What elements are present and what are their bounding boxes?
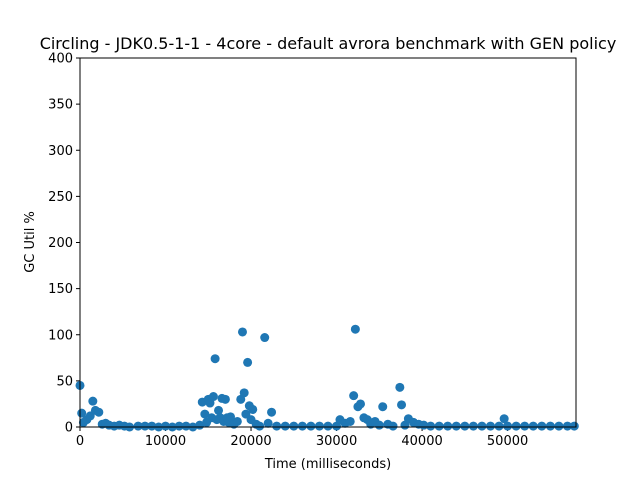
scatter-point bbox=[255, 421, 265, 431]
y-tick-label: 150 bbox=[48, 282, 73, 297]
scatter-point bbox=[248, 404, 258, 414]
x-tick-label: 10000 bbox=[145, 434, 186, 449]
x-tick-label: 30000 bbox=[316, 434, 357, 449]
scatter-point bbox=[147, 421, 157, 431]
scatter-point bbox=[181, 421, 191, 431]
scatter-point bbox=[226, 412, 236, 422]
scatter-point bbox=[94, 407, 104, 417]
scatter-point bbox=[297, 421, 307, 431]
x-axis-label: Time (milliseconds) bbox=[264, 457, 391, 472]
scatter-point bbox=[323, 421, 333, 431]
scatter-point bbox=[161, 421, 171, 431]
scatter-point bbox=[174, 421, 184, 431]
y-axis-ticks: 0 50 100 150 200 250 300 350 400 bbox=[48, 52, 80, 436]
scatter-point bbox=[345, 416, 355, 426]
scatter-point bbox=[280, 421, 290, 431]
x-axis-ticks: 0 10000 20000 30000 40000 50000 bbox=[76, 427, 528, 449]
scatter-point bbox=[232, 416, 242, 426]
x-tick-label: 20000 bbox=[230, 434, 271, 449]
scatter-point bbox=[237, 327, 247, 337]
y-tick-label: 400 bbox=[48, 52, 73, 67]
scatter-point bbox=[314, 421, 324, 431]
x-tick-label: 40000 bbox=[401, 434, 442, 449]
scatter-point bbox=[528, 421, 538, 431]
chart-title: Circling - JDK0.5-1-1 - 4core - default … bbox=[40, 34, 617, 53]
scatter-point bbox=[494, 421, 504, 431]
scatter-point bbox=[306, 421, 316, 431]
y-tick-label: 200 bbox=[48, 236, 73, 251]
scatter-point bbox=[263, 418, 273, 428]
scatter-point bbox=[267, 407, 277, 417]
scatter-point bbox=[350, 324, 360, 334]
y-tick-label: 350 bbox=[48, 98, 73, 113]
scatter-point bbox=[434, 421, 444, 431]
scatter-point bbox=[537, 421, 547, 431]
scatter-point bbox=[451, 421, 461, 431]
y-tick-label: 300 bbox=[48, 144, 73, 159]
x-tick-label: 50000 bbox=[487, 434, 528, 449]
scatter-point bbox=[460, 421, 470, 431]
scatter-point bbox=[477, 421, 487, 431]
scatter-point bbox=[88, 396, 98, 406]
scatter-point bbox=[140, 421, 150, 431]
scatter-point bbox=[485, 421, 495, 431]
scatter-point bbox=[208, 392, 218, 402]
scatter-point bbox=[210, 354, 220, 364]
scatter-point bbox=[133, 421, 143, 431]
scatter-point bbox=[499, 414, 509, 424]
y-tick-label: 250 bbox=[48, 190, 73, 205]
y-tick-label: 0 bbox=[65, 421, 73, 436]
x-tick-label: 0 bbox=[76, 434, 84, 449]
scatter-point bbox=[520, 421, 530, 431]
scatter-point bbox=[289, 421, 299, 431]
scatter-point bbox=[554, 421, 564, 431]
scatter-point bbox=[545, 421, 555, 431]
scatter-point bbox=[374, 420, 384, 430]
y-tick-label: 50 bbox=[56, 374, 73, 389]
scatter-point bbox=[220, 394, 230, 404]
scatter-point bbox=[426, 421, 436, 431]
scatter-point bbox=[468, 421, 478, 431]
scatter-point bbox=[214, 405, 224, 415]
y-axis-label: GC Util % bbox=[23, 211, 38, 273]
scatter-point bbox=[260, 333, 270, 343]
scatter-point bbox=[397, 400, 407, 410]
scatter-point bbox=[562, 421, 572, 431]
scatter-point bbox=[378, 402, 388, 412]
scatter-point bbox=[239, 388, 249, 398]
y-tick-label: 100 bbox=[48, 328, 73, 343]
plot-area-frame bbox=[79, 57, 577, 428]
scatter-point bbox=[243, 357, 253, 367]
scatter-point bbox=[569, 421, 579, 431]
scatter-point bbox=[272, 421, 282, 431]
scatter-point bbox=[388, 421, 398, 431]
scatter-point bbox=[200, 409, 210, 419]
scatter-point bbox=[355, 399, 365, 409]
scatter-point bbox=[349, 391, 359, 401]
scatter-point bbox=[503, 421, 513, 431]
data-points bbox=[75, 324, 579, 432]
scatter-point bbox=[511, 421, 521, 431]
scatter-point bbox=[443, 421, 453, 431]
scatter-point bbox=[395, 382, 405, 392]
scatter-point bbox=[77, 408, 87, 418]
